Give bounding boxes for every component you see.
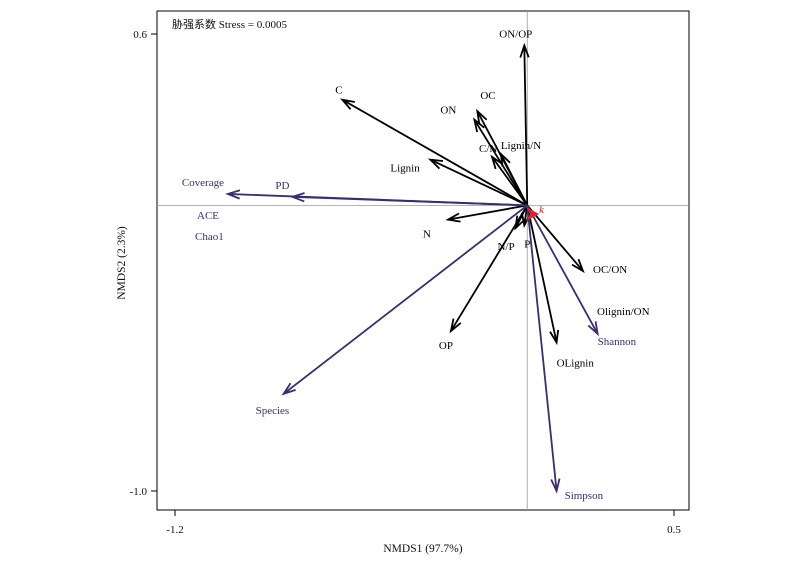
diversity-arrowhead (587, 321, 599, 337)
environmental-vector-line (500, 153, 529, 206)
vector-label: Lignin (390, 163, 420, 175)
vector-label: P (524, 238, 530, 250)
environmental-arrowhead (549, 329, 560, 346)
diversity-arrowhead (550, 478, 561, 494)
plot-frame (156, 10, 690, 511)
x-tick-label: -1.2 (166, 524, 183, 536)
environmental-vector-line (523, 45, 529, 206)
environmental-arrowhead (449, 318, 462, 334)
environmental-arrowhead (519, 42, 530, 58)
environmental-vector-line (341, 98, 528, 207)
vector-label: N (423, 229, 431, 241)
vector-label: OLignin (557, 357, 595, 369)
vector-label: OC/ON (593, 264, 627, 276)
environmental-arrowhead (339, 98, 355, 110)
vector-label: C (335, 85, 342, 97)
vector-label: OP (439, 340, 453, 352)
chart-title: 胁强系数 Stress = 0.0005 (172, 17, 287, 31)
diversity-vector-line (292, 195, 528, 207)
vector-label: N/P (497, 241, 514, 253)
variable-label: Olignin/ON (597, 306, 650, 318)
environmental-vector-line (526, 205, 558, 343)
vector-label: Lignin/N (501, 140, 541, 152)
x-tick-label: 0.5 (667, 524, 681, 536)
site-marker (526, 206, 540, 221)
diversity-vector-line (526, 204, 599, 335)
environmental-vector-line (450, 204, 529, 332)
environmental-arrowhead (476, 108, 488, 124)
vector-label: ON/OP (499, 28, 532, 40)
environmental-arrowhead (427, 158, 444, 170)
vector-label: Coverage (182, 177, 224, 189)
environmental-vector-line (526, 204, 584, 272)
y-tick-label: 0.6 (133, 29, 147, 41)
environmental-arrowhead (472, 117, 485, 133)
diversity-vector-line (283, 204, 528, 395)
site-marker-label: k (539, 204, 545, 216)
environmental-arrowhead (514, 215, 526, 231)
diversity-vector-line (526, 205, 558, 492)
environmental-vector-line (491, 156, 528, 206)
vector-label: PD (275, 180, 289, 192)
variable-label: Chao1 (195, 231, 224, 243)
environmental-arrowhead (571, 258, 585, 274)
environmental-vector-line (447, 204, 528, 221)
y-tick-label: -1.0 (130, 486, 148, 498)
vector-label: Species (256, 405, 290, 417)
diversity-arrowhead (281, 382, 296, 396)
environmental-arrowhead (490, 154, 503, 170)
vector-label: Simpson (565, 490, 604, 502)
variable-label: ACE (197, 210, 219, 222)
vector-label: C/N (479, 143, 497, 155)
environmental-arrowhead (499, 151, 511, 167)
environmental-vector-line (429, 158, 528, 207)
diversity-arrowhead (225, 189, 241, 200)
x-axis-label: NMDS1 (97.7%) (383, 543, 462, 555)
environmental-arrowhead (445, 212, 461, 223)
diversity-arrowhead (289, 192, 305, 203)
vector-label: ON (440, 105, 456, 117)
vector-label: OC (480, 90, 495, 102)
y-axis-label: NMDS2 (2.3%) (116, 226, 128, 300)
vector-label: Shannon (598, 336, 637, 348)
